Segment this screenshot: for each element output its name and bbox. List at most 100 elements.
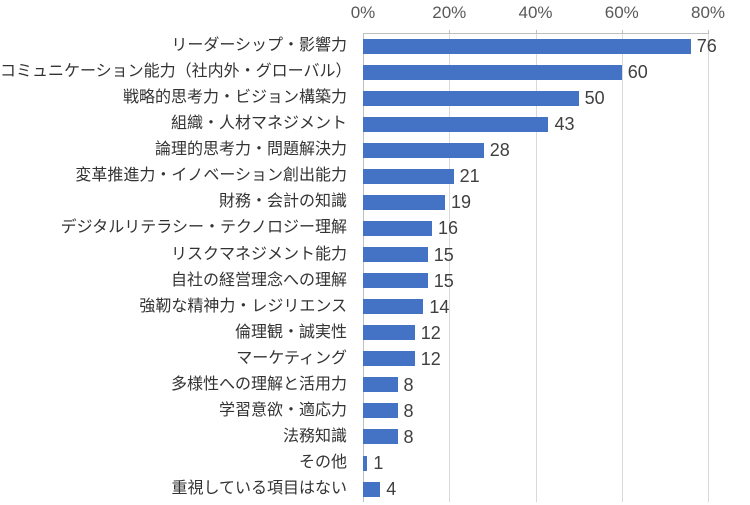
category-label: 法務知識 (282, 427, 347, 445)
category-label: 強靭な精神力・レジリエンス (139, 297, 347, 315)
value-label: 12 (420, 322, 441, 343)
bar-row: リスクマネジメント能力 15 (0, 242, 750, 268)
value-label: 76 (696, 36, 717, 57)
bar-track: 60 (363, 59, 750, 85)
category-label: マーケティング (236, 349, 347, 367)
value-label: 28 (489, 140, 510, 161)
bar-row: 組織・人材マネジメント 43 (0, 111, 750, 137)
gridline (708, 34, 709, 502)
bar-track: 8 (363, 424, 750, 450)
bar-row: 変革推進力・イノベーション創出能力 21 (0, 163, 750, 189)
bar (363, 90, 579, 106)
value-label: 8 (403, 374, 414, 395)
bar-row: 多様性への理解と活用力 8 (0, 372, 750, 398)
x-axis-tick-label: 20% (432, 3, 467, 22)
value-label: 50 (584, 88, 605, 109)
bars-container: リーダーシップ・影響力 76 コミュニケーション能力（社内外・グローバル） 60 戦略的… (0, 33, 750, 502)
bar-row: 戦略的思考力・ビジョン構築力 50 (0, 85, 750, 111)
gridline (449, 34, 451, 502)
category-label: 多様性への理解と活用力 (170, 375, 347, 393)
bar (363, 142, 484, 158)
value-label: 1 (373, 453, 384, 474)
category-label: 戦略的思考力・ビジョン構築力 (122, 89, 347, 107)
bar-track: 50 (363, 85, 750, 111)
value-label: 8 (403, 400, 414, 421)
bar (363, 247, 428, 263)
bar-row: その他 1 (0, 450, 750, 476)
value-label: 43 (554, 114, 575, 135)
category-label: 学習意欲・適応力 (218, 401, 347, 419)
bar (363, 403, 398, 419)
bar-track: 4 (363, 476, 750, 502)
plot-area (363, 30, 709, 502)
bar-track: 8 (363, 372, 750, 398)
x-axis-tick-label: 40% (518, 3, 553, 22)
bar-track: 8 (363, 398, 750, 424)
bar-row: コミュニケーション能力（社内外・グローバル） 60 (0, 59, 750, 85)
gridline (535, 34, 537, 502)
x-axis-tick-label: 60% (604, 3, 639, 22)
bar (363, 325, 415, 341)
value-label: 15 (433, 270, 454, 291)
category-label: 論理的思考力・問題解決力 (154, 141, 347, 159)
axis-tick (621, 30, 623, 34)
value-label: 15 (433, 244, 454, 265)
bar-row: 法務知識 8 (0, 424, 750, 450)
category-label: 重視している項目はない (171, 480, 347, 498)
value-label: 21 (459, 166, 480, 187)
bar (363, 194, 445, 210)
bar-row: マーケティング 12 (0, 346, 750, 372)
value-label: 14 (429, 296, 450, 317)
bar-row: 重視している項目はない 4 (0, 476, 750, 502)
category-label: コミュニケーション能力（社内外・グローバル） (0, 63, 352, 81)
bar (363, 168, 454, 184)
bar-track: 15 (363, 268, 750, 294)
category-label: 自社の経営理念への理解 (170, 271, 347, 289)
category-label: 組織・人材マネジメント (170, 115, 347, 133)
bar-track: 43 (363, 111, 750, 137)
category-label: リスクマネジメント能力 (170, 245, 347, 263)
bar-track: 28 (363, 137, 750, 163)
x-axis-tick-label: 0% (350, 3, 376, 22)
bar-row: 自社の経営理念への理解 15 (0, 268, 750, 294)
bar-row: リーダーシップ・影響力 76 (0, 33, 750, 59)
bar-track: 21 (363, 163, 750, 189)
bar-row: 倫理観・誠実性 12 (0, 320, 750, 346)
bar (363, 220, 432, 236)
value-label: 12 (420, 348, 441, 369)
bar-track: 14 (363, 294, 750, 320)
x-axis-tick-label: 80% (690, 3, 726, 22)
value-label: 8 (403, 426, 414, 447)
axis-tick (535, 30, 537, 34)
bar-track: 1 (363, 450, 750, 476)
gridline (621, 34, 623, 502)
bar-track: 12 (363, 320, 750, 346)
bar-row: 論理的思考力・問題解決力 28 (0, 137, 750, 163)
bar-row: 学習意欲・適応力 8 (0, 398, 750, 424)
bar (363, 429, 398, 445)
bar-row: 財務・会計の知識 19 (0, 189, 750, 215)
category-label: リーダーシップ・影響力 (171, 37, 347, 55)
value-label: 4 (386, 479, 397, 500)
bar-track: 76 (363, 33, 750, 59)
bar (363, 377, 398, 393)
axis-tick (708, 30, 709, 34)
bar (363, 351, 415, 367)
bar (363, 64, 622, 80)
bar (363, 299, 424, 315)
bar-track: 16 (363, 215, 750, 241)
value-axis: 0% 20% 40% 60% 80% (0, 0, 750, 30)
category-label: 倫理観・誠実性 (234, 323, 347, 341)
value-label: 60 (627, 62, 648, 83)
bar (363, 455, 368, 471)
axis-tick (449, 30, 451, 34)
bar (363, 116, 549, 132)
bar (363, 38, 691, 54)
value-label: 19 (450, 192, 471, 213)
bar (363, 273, 428, 289)
category-label: 財務・会計の知識 (218, 193, 347, 211)
category-label: 変革推進力・イノベーション創出能力 (75, 167, 347, 185)
category-label: デジタルリテラシー・テクノロジー理解 (60, 219, 347, 237)
value-label: 16 (438, 218, 459, 239)
bar-track: 19 (363, 189, 750, 215)
